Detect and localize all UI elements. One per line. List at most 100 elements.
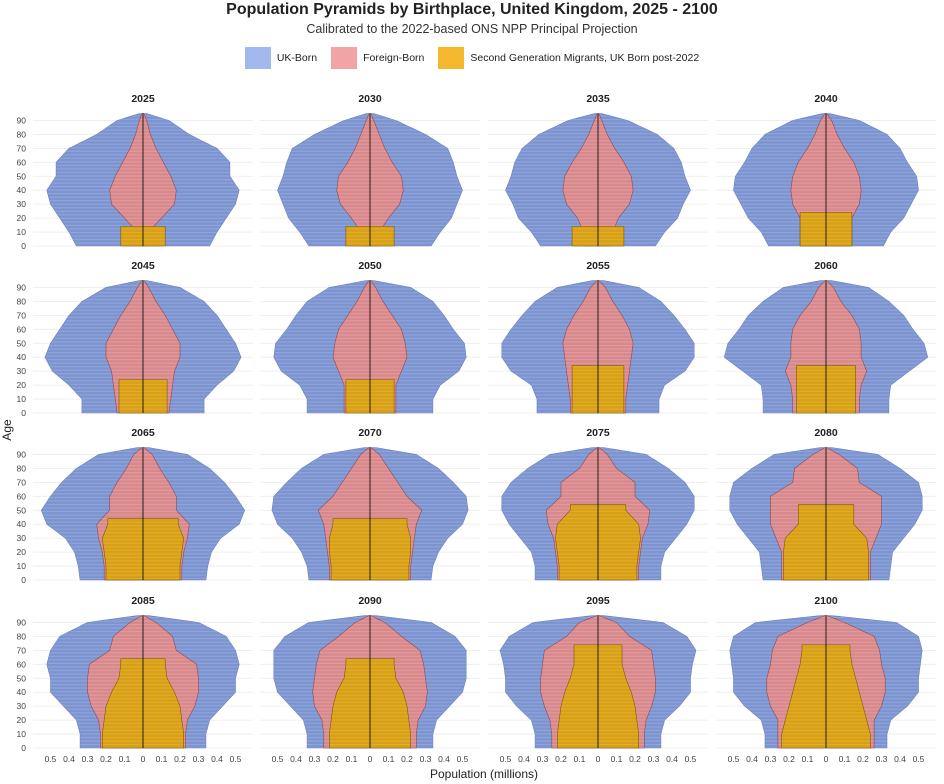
panel-title-2085: 2085	[131, 595, 155, 607]
x-tick-label: 0.3	[765, 754, 777, 764]
y-tick-label: 60	[17, 157, 27, 167]
y-tick-label: 50	[17, 338, 27, 348]
x-tick-label: 0.3	[537, 754, 549, 764]
legend-swatch-second-gen	[438, 47, 465, 69]
y-tick-label: 30	[17, 199, 27, 209]
x-tick-label: 0.1	[611, 754, 623, 764]
panel-2090: 2090 0.5 0.4 0.3 0.2 0.1 0 0.1 0.2 0.3 0.4 0.5	[260, 595, 480, 764]
legend-item-foreign-born: Foreign-Born	[331, 47, 424, 69]
panel-2080: 2080	[716, 427, 936, 581]
panel-2075: 2075	[488, 427, 708, 581]
y-tick-label: 20	[17, 715, 27, 725]
y-tick-label: 90	[17, 449, 27, 459]
x-tick-label: 0.2	[401, 754, 413, 764]
x-tick-label: 0.1	[156, 754, 168, 764]
y-tick-label: 70	[17, 645, 27, 655]
y-tick-label: 70	[17, 143, 27, 153]
x-tick-label: 0.1	[574, 754, 586, 764]
x-tick-label: 0.5	[685, 754, 697, 764]
y-tick-label: 10	[17, 394, 27, 404]
panel-title-2040: 2040	[814, 93, 838, 105]
x-tick-label: 0.1	[119, 754, 131, 764]
x-tick-label: 0.1	[383, 754, 395, 764]
panel-2030: 2030	[260, 93, 480, 247]
y-tick-label: 20	[17, 380, 27, 390]
x-tick-label: 0	[824, 754, 829, 764]
panel-2095: 2095 0.5 0.4 0.3 0.2 0.1 0 0.1 0.2 0.3 0.4 0.5	[488, 595, 708, 764]
x-tick-label: 0.2	[555, 754, 567, 764]
panel-title-2100: 2100	[814, 595, 838, 607]
x-tick-label: 0.2	[783, 754, 795, 764]
y-tick-label: 0	[21, 575, 26, 585]
panel-2050: 2050	[260, 260, 480, 414]
panel-title-2080: 2080	[814, 427, 838, 439]
y-tick-label: 0	[21, 408, 26, 418]
y-tick-label: 90	[17, 617, 27, 627]
x-tick-label: 0.2	[174, 754, 186, 764]
x-tick-label: 0.1	[839, 754, 851, 764]
legend-label-uk-born: UK-Born	[276, 52, 318, 64]
x-tick-label: 0	[368, 754, 373, 764]
y-tick-label: 40	[17, 352, 27, 362]
x-tick-label: 0.5	[500, 754, 512, 764]
x-tick-label: 0.5	[230, 754, 242, 764]
x-tick-label: 0.4	[894, 754, 906, 764]
legend-swatch-foreign-born	[331, 47, 358, 69]
panel-title-2030: 2030	[358, 93, 382, 105]
y-tick-label: 10	[17, 227, 27, 237]
y-tick-label: 60	[17, 324, 27, 334]
panel-2070: 2070	[260, 427, 480, 581]
x-tick-label: 0.3	[309, 754, 321, 764]
x-tick-label: 0.3	[193, 754, 205, 764]
y-tick-label: 0	[21, 743, 26, 753]
x-tick-label: 0.4	[63, 754, 75, 764]
x-tick-label: 0.4	[666, 754, 678, 764]
x-tick-label: 0.5	[913, 754, 925, 764]
legend-label-second-gen: Second Generation Migrants, UK Born post…	[470, 52, 700, 64]
y-tick-label: 70	[17, 310, 27, 320]
panel-2055: 2055	[488, 260, 708, 414]
x-tick-label: 0.3	[420, 754, 432, 764]
y-tick-label: 20	[17, 547, 27, 557]
legend: UK-Born Foreign-Born Second Generation M…	[0, 47, 944, 69]
panel-title-2060: 2060	[814, 260, 838, 272]
x-tick-label: 0.4	[290, 754, 302, 764]
x-tick-label: 0.4	[438, 754, 450, 764]
x-tick-label: 0.2	[327, 754, 339, 764]
legend-label-foreign-born: Foreign-Born	[363, 52, 425, 64]
x-tick-label: 0.3	[876, 754, 888, 764]
panel-title-2045: 2045	[131, 260, 155, 272]
y-tick-label: 60	[17, 491, 27, 501]
x-tick-label: 0	[141, 754, 146, 764]
chart-subtitle: Calibrated to the 2022-based ONS NPP Pri…	[306, 22, 638, 36]
y-tick-label: 10	[17, 561, 27, 571]
x-tick-label: 0.5	[45, 754, 57, 764]
panel-2100: 2100 0.5 0.4 0.3 0.2 0.1 0 0.1 0.2 0.3 0.4 0.5	[716, 595, 936, 764]
x-tick-label: 0.3	[82, 754, 94, 764]
chart-title: Population Pyramids by Birthplace, Unite…	[226, 1, 718, 18]
panel-2065: 2065 0 10 20 30 40 50 60 70 80 90	[17, 427, 253, 585]
y-tick-label: 50	[17, 673, 27, 683]
panel-title-2050: 2050	[358, 260, 382, 272]
x-tick-label: 0.5	[457, 754, 469, 764]
y-tick-label: 40	[17, 185, 27, 195]
panel-2040: 2040	[716, 93, 936, 247]
y-tick-label: 50	[17, 171, 27, 181]
y-tick-label: 10	[17, 729, 27, 739]
y-tick-label: 0	[21, 241, 26, 251]
y-tick-label: 50	[17, 505, 27, 515]
x-tick-label: 0.4	[746, 754, 758, 764]
x-tick-label: 0.2	[857, 754, 869, 764]
x-tick-label: 0.5	[272, 754, 284, 764]
y-tick-label: 70	[17, 477, 27, 487]
y-tick-label: 30	[17, 533, 27, 543]
x-axis-title: Population (millions)	[430, 767, 538, 781]
x-tick-label: 0.1	[346, 754, 358, 764]
legend-item-second-gen: Second Generation Migrants, UK Born post…	[438, 47, 699, 69]
x-tick-label: 0.2	[629, 754, 641, 764]
panel-title-2055: 2055	[586, 260, 610, 272]
x-tick-label: 0.4	[518, 754, 530, 764]
x-tick-label: 0.4	[211, 754, 223, 764]
